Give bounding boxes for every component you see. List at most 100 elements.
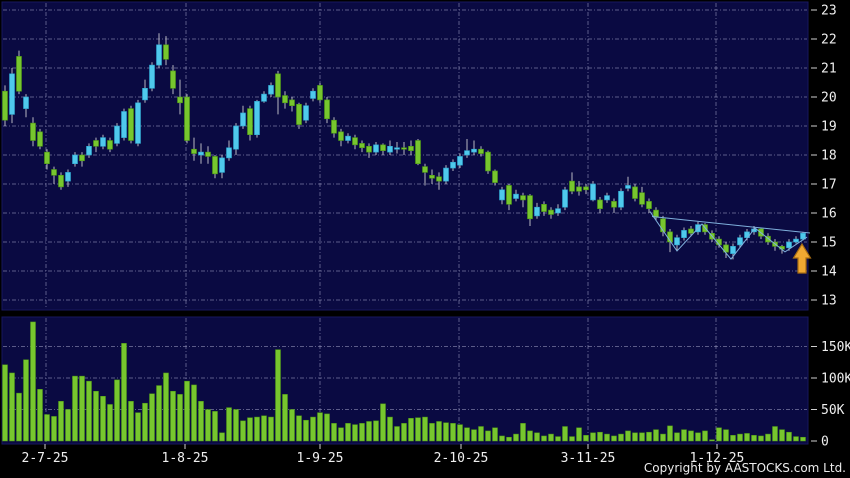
candle-down <box>170 70 176 89</box>
candle-down <box>275 73 281 98</box>
volume-bar <box>226 407 232 442</box>
volume-bar <box>324 413 330 442</box>
candle-down <box>163 44 169 60</box>
volume-bar <box>289 409 295 442</box>
volume-bar <box>422 416 428 442</box>
candle-down <box>660 218 666 233</box>
candle-up <box>149 64 155 89</box>
candle-down <box>436 176 442 182</box>
candle-up <box>464 150 470 156</box>
candle-down <box>520 195 526 201</box>
volume-bar <box>639 432 645 442</box>
volume-bar <box>464 427 470 442</box>
volume-bar <box>471 429 477 442</box>
volume-bar <box>177 394 183 442</box>
copyright-text: Copyright by AASTOCKS.com Ltd. <box>643 461 846 475</box>
candle-up <box>681 230 687 238</box>
candle-down <box>408 146 414 151</box>
candle-down <box>184 96 190 141</box>
descending-trendline <box>651 215 811 234</box>
candle-up <box>72 154 78 164</box>
candle-down <box>324 99 330 120</box>
candle-up <box>450 161 456 169</box>
volume-bar <box>702 430 708 442</box>
candle-up <box>156 44 162 66</box>
volume-bar <box>275 349 281 442</box>
candle-up <box>233 125 239 150</box>
volume-bar <box>366 421 372 442</box>
volume-bar <box>93 390 99 442</box>
volume-bar <box>219 432 225 442</box>
volume-bar <box>149 393 155 442</box>
candle-up <box>261 93 267 102</box>
volume-bar <box>450 423 456 442</box>
volume-bar <box>345 423 351 442</box>
price-chart-plot-area[interactable] <box>1 1 809 311</box>
volume-bar <box>338 427 344 442</box>
candle-down <box>611 201 617 208</box>
volume-bar <box>716 427 722 442</box>
volume-bar <box>590 432 596 442</box>
volume-bar <box>184 380 190 442</box>
price-tick-label: 22 <box>821 33 837 48</box>
volume-bar <box>618 433 624 442</box>
volume-bar <box>569 436 575 442</box>
price-tick-label: 19 <box>821 120 837 135</box>
volume-bar <box>751 435 757 442</box>
volume-bar <box>121 343 127 442</box>
volume-bar <box>786 431 792 442</box>
volume-bar <box>23 359 29 442</box>
candle-down <box>632 186 638 199</box>
date-tick-label: 1-12-25 <box>690 451 745 466</box>
candle-down <box>597 199 603 209</box>
price-tick-label: 23 <box>821 4 837 19</box>
candle-down <box>478 148 484 154</box>
candle-down <box>639 192 645 205</box>
volume-bar <box>520 423 526 442</box>
candle-up <box>23 96 29 109</box>
date-tick-label: 2-7-25 <box>22 451 69 466</box>
candle-down <box>191 148 197 154</box>
candle-up <box>499 189 505 201</box>
candle-down <box>37 131 43 147</box>
volume-tick-label: 50K <box>821 403 845 418</box>
volume-bar <box>240 420 246 442</box>
volume-bar <box>261 415 267 442</box>
volume-bar <box>576 427 582 442</box>
volume-bar <box>394 426 400 442</box>
candle-down <box>429 175 435 179</box>
candle-down <box>688 228 694 234</box>
volume-bar <box>135 412 141 442</box>
volume-bar <box>555 436 561 442</box>
candle-up <box>65 172 71 182</box>
volume-bar <box>737 433 743 442</box>
volume-bar <box>779 429 785 442</box>
volume-bar <box>611 435 617 442</box>
candle-down <box>583 186 589 191</box>
candle-down <box>93 140 99 147</box>
zigzag-line <box>649 211 808 260</box>
volume-bar <box>387 416 393 442</box>
volume-bar <box>527 430 533 442</box>
volume-bar <box>156 385 162 442</box>
volume-bar <box>695 432 701 442</box>
candle-down <box>30 122 36 141</box>
volume-bar <box>30 321 36 442</box>
candle-down <box>44 151 50 165</box>
volume-bar <box>170 390 176 442</box>
candles-layer <box>2 44 806 254</box>
volume-bar <box>114 379 120 442</box>
volume-bar <box>674 432 680 442</box>
candle-down <box>569 180 575 192</box>
volume-bar <box>72 375 78 442</box>
candle-up <box>737 237 743 246</box>
candle-down <box>506 185 512 205</box>
volume-bar <box>128 401 134 442</box>
volume-bar <box>198 401 204 442</box>
volume-bar <box>688 430 694 442</box>
candle-down <box>541 204 547 212</box>
pattern-lines-layer <box>649 211 811 260</box>
volume-bar <box>247 417 253 442</box>
volume-bar <box>163 372 169 442</box>
candle-up <box>100 137 106 147</box>
